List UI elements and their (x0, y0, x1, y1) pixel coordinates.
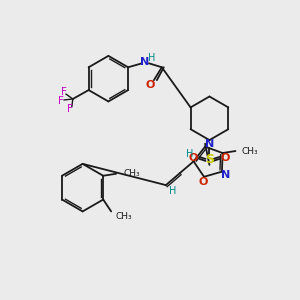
Text: H: H (186, 149, 193, 159)
Text: S: S (205, 153, 214, 167)
Text: O: O (198, 177, 208, 187)
Text: F: F (58, 96, 64, 106)
Text: N: N (205, 139, 214, 149)
Text: CH₃: CH₃ (242, 146, 258, 155)
Text: N: N (221, 169, 230, 180)
Text: F: F (67, 104, 73, 114)
Text: CH₃: CH₃ (123, 169, 140, 178)
Text: F: F (61, 87, 67, 97)
Text: H: H (169, 186, 176, 196)
Text: CH₃: CH₃ (115, 212, 132, 221)
Text: N: N (140, 57, 150, 67)
Text: O: O (220, 153, 230, 163)
Text: O: O (189, 153, 198, 163)
Text: H: H (148, 53, 156, 63)
Text: O: O (145, 80, 154, 90)
